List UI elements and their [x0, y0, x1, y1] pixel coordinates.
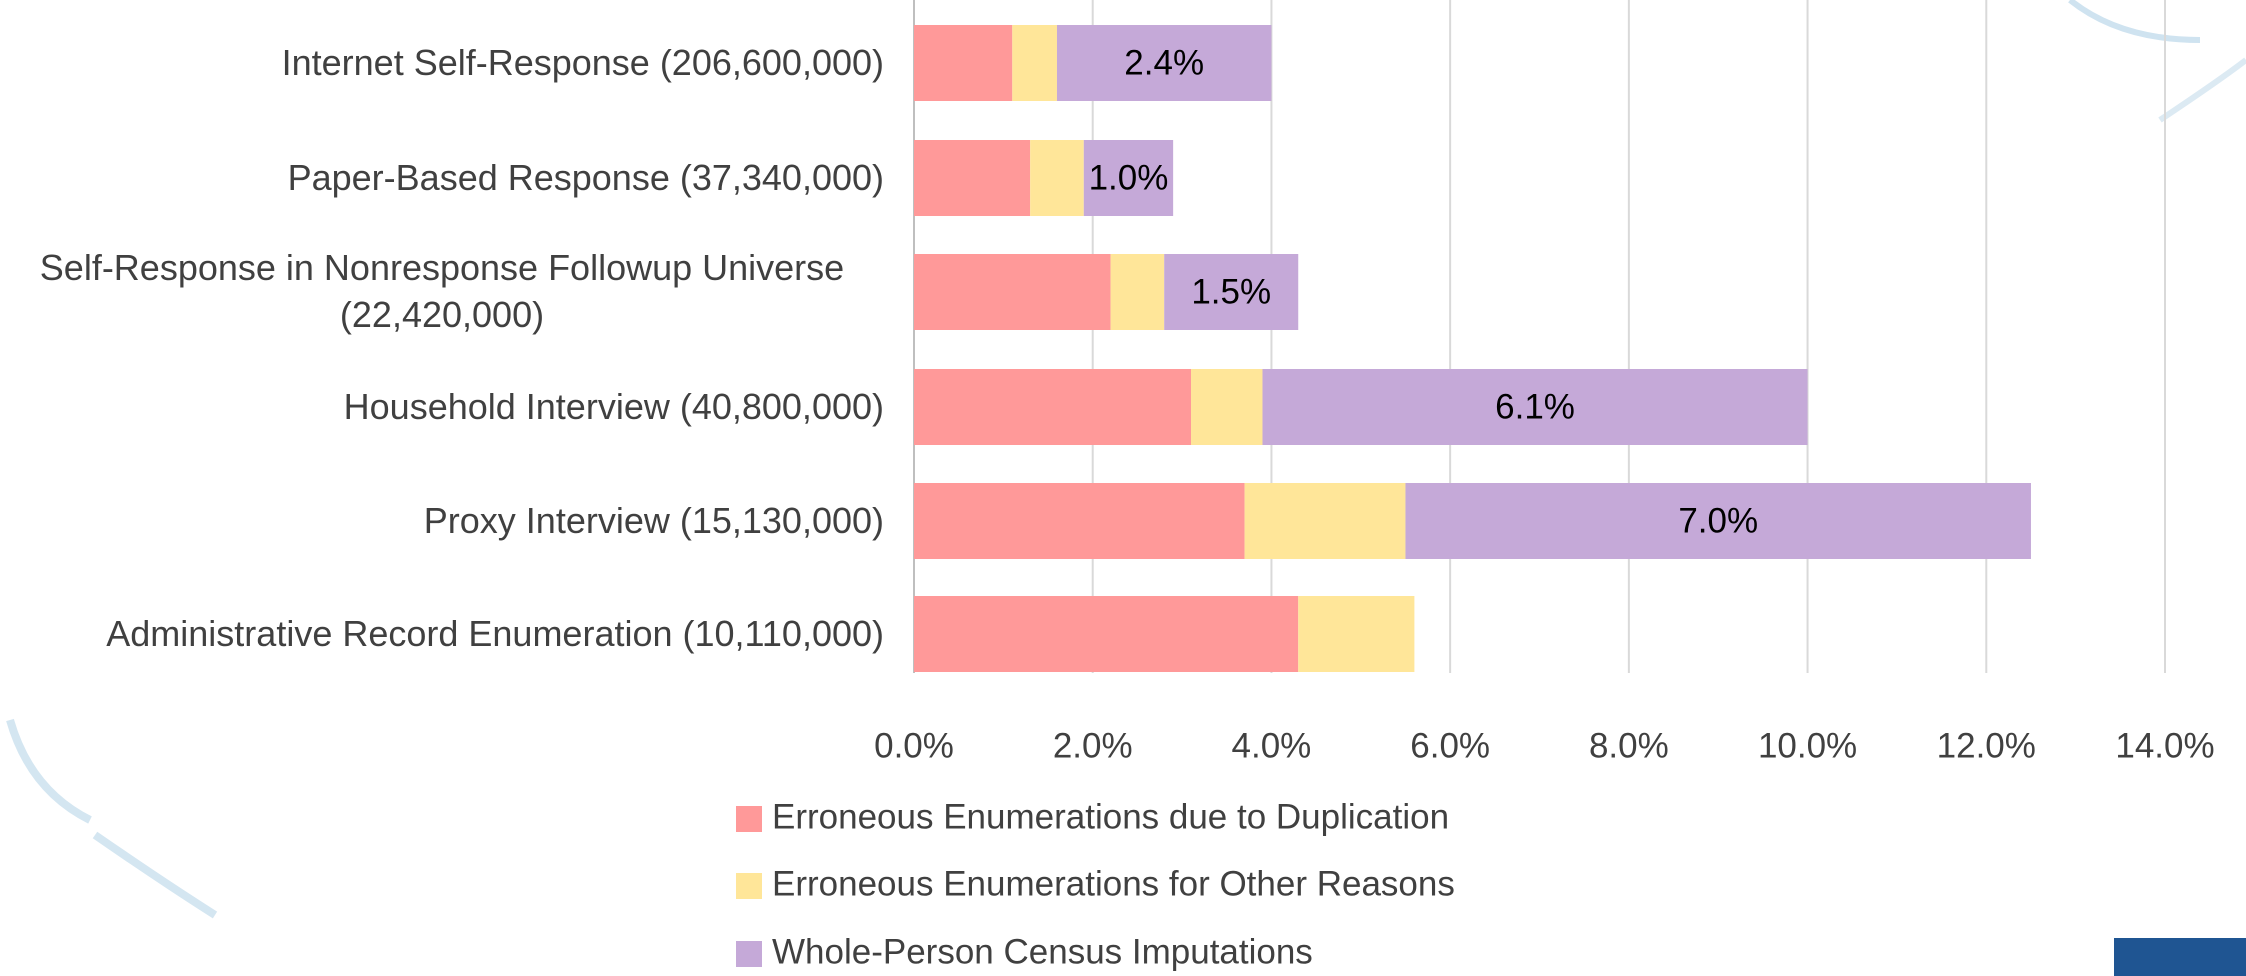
category-label: Proxy Interview (15,130,000) [424, 461, 884, 581]
category-label: Household Interview (40,800,000) [344, 347, 884, 467]
legend-label: Erroneous Enumerations for Other Reasons [772, 864, 1455, 903]
category-text: Household Interview (40,800,000) [343, 385, 884, 427]
bar-segment [1030, 140, 1084, 216]
decor-swirl [2068, 0, 2201, 43]
bar-segment [914, 369, 1192, 445]
legend-swatch [736, 806, 762, 832]
category-label: Administrative Record Enumeration (10,11… [106, 574, 884, 694]
category-text: Administrative Record Enumeration (10,11… [106, 612, 884, 654]
data-label: 2.4% [1124, 43, 1204, 82]
x-tick-label: 10.0% [1758, 726, 1857, 765]
bar-segment [1164, 254, 1299, 330]
category-text: Internet Self-Response (206,600,000) [281, 41, 884, 83]
bar-segment [1110, 254, 1165, 330]
data-label: 1.5% [1191, 272, 1271, 311]
category-label: Paper-Based Response (37,340,000) [288, 118, 884, 238]
category-text: Paper-Based Response (37,340,000) [287, 156, 884, 198]
bar-segment [1405, 483, 2031, 559]
legend-label: Erroneous Enumerations due to Duplicatio… [772, 797, 1449, 836]
bar-segment [1012, 25, 1057, 101]
bar-segment [1262, 369, 1808, 445]
bar-segment [914, 483, 1245, 559]
bar-segment [914, 140, 1031, 216]
x-tick-label: 6.0% [1410, 726, 1490, 765]
bar-segment [1083, 140, 1174, 216]
x-tick-label: 0.0% [874, 726, 954, 765]
decor-swirl [6, 718, 92, 824]
bar-segment [1056, 25, 1272, 101]
bar-segment [914, 254, 1111, 330]
data-label: 6.1% [1495, 387, 1575, 426]
x-tick-label: 8.0% [1589, 726, 1669, 765]
legend-swatch [736, 873, 762, 899]
bar-segment [1244, 483, 1406, 559]
x-tick-label: 14.0% [2115, 726, 2214, 765]
bar-segment [1298, 596, 1415, 672]
data-label: 7.0% [1678, 501, 1758, 540]
decor-swirl [2158, 57, 2246, 123]
x-tick-label: 2.0% [1053, 726, 1133, 765]
logo [2114, 938, 2246, 976]
category-text: Proxy Interview (15,130,000) [423, 499, 884, 541]
decor-swirl [92, 831, 218, 919]
bar-segment [914, 25, 1013, 101]
legend-label: Whole-Person Census Imputations [772, 932, 1313, 971]
data-label: 1.0% [1089, 158, 1169, 197]
legend-swatch [736, 941, 762, 967]
x-tick-label: 12.0% [1937, 726, 2036, 765]
category-label: Internet Self-Response (206,600,000) [282, 3, 884, 123]
category-label: Self-Response in Nonresponse Followup Un… [0, 232, 884, 352]
bar-segment [1191, 369, 1263, 445]
x-tick-label: 4.0% [1232, 726, 1312, 765]
bar-segment [914, 596, 1299, 672]
category-text: Self-Response in Nonresponse Followup Un… [39, 247, 845, 335]
